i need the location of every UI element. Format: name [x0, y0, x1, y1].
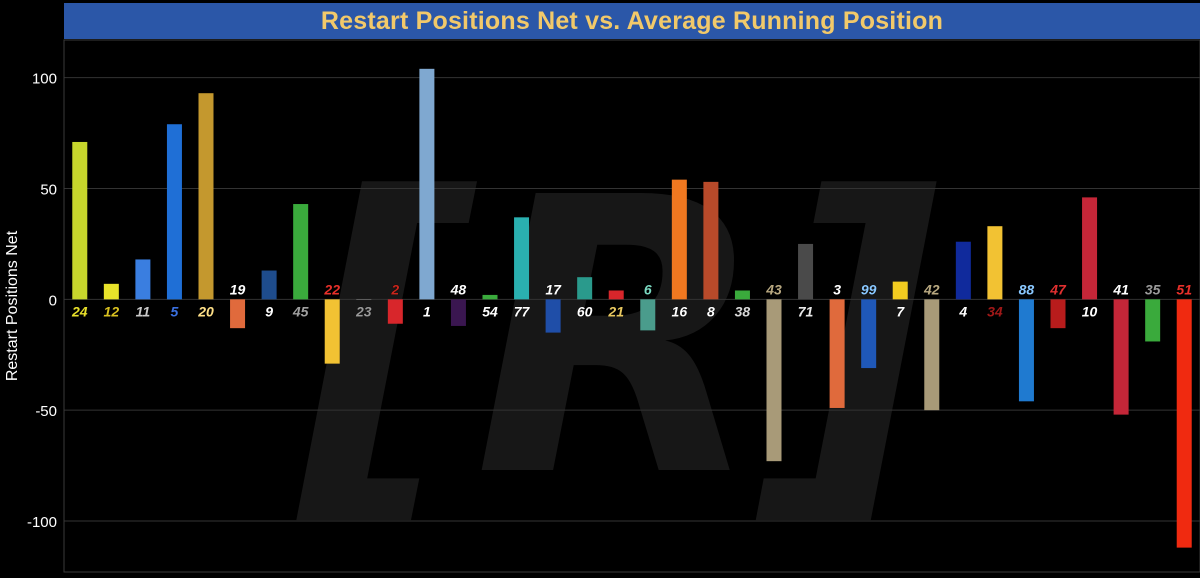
bar [103, 283, 119, 300]
car-number-label: 16 [672, 303, 688, 319]
y-tick-label: 50 [40, 182, 57, 199]
bar [703, 181, 719, 300]
car-number-label: 60 [577, 303, 593, 319]
bar [324, 299, 340, 364]
bar [798, 243, 814, 300]
car-number-label: 4 [958, 303, 967, 319]
car-number-label: 22 [323, 281, 340, 297]
car-number-label: 17 [545, 281, 562, 297]
car-number-label: 10 [1082, 303, 1098, 319]
car-number-label: 7 [896, 303, 905, 319]
bars [72, 68, 1192, 548]
car-number-label: 20 [197, 303, 214, 319]
bar [987, 226, 1003, 300]
car-number-label: 2 [390, 281, 399, 297]
bar [1018, 299, 1034, 402]
car-number-label: 3 [833, 281, 841, 297]
y-tick-label: -50 [35, 403, 57, 420]
car-number-label: 88 [1019, 281, 1035, 297]
car-number-label: 19 [230, 281, 246, 297]
car-number-label: 77 [514, 303, 531, 319]
bar [1113, 299, 1129, 415]
car-number-label: 54 [482, 303, 498, 319]
y-tick-labels: 100 50 0 -50 -100 [27, 71, 57, 531]
car-number-label: 48 [450, 281, 467, 297]
bar [230, 299, 246, 329]
bar [166, 124, 182, 300]
bar [514, 217, 530, 300]
bar [419, 68, 435, 300]
car-number-label: 71 [798, 303, 814, 319]
bar [892, 281, 908, 300]
bar [955, 241, 971, 300]
car-number-label: 47 [1049, 281, 1067, 297]
bar [198, 93, 214, 300]
bar [261, 270, 277, 300]
chart-title: Restart Positions Net vs. Average Runnin… [320, 6, 944, 35]
bar [577, 277, 593, 300]
car-number-label: 11 [136, 303, 151, 319]
bar [734, 290, 750, 300]
car-number-label: 24 [71, 303, 88, 319]
bar [72, 141, 88, 300]
bar [1050, 299, 1066, 329]
bar [482, 294, 498, 300]
plot-frame [63, 39, 1200, 573]
car-number-label: 23 [355, 303, 372, 319]
car-number-label: 9 [265, 303, 273, 319]
chart-title-bar: Restart Positions Net vs. Average Runnin… [64, 3, 1200, 39]
car-number-label: 1 [423, 303, 431, 319]
car-number-label: 5 [171, 303, 179, 319]
bar [640, 299, 656, 331]
bar [387, 299, 403, 324]
car-number-label: 21 [607, 303, 624, 319]
car-number-label: 34 [987, 303, 1003, 319]
car-number-label: 12 [104, 303, 120, 319]
bar [545, 299, 561, 333]
y-tick-label: 0 [49, 292, 57, 309]
car-number-label: 41 [1112, 281, 1129, 297]
bar [1145, 299, 1161, 342]
bar [766, 299, 782, 462]
y-tick-label: 100 [32, 71, 57, 88]
bar [293, 204, 309, 300]
car-number-label: 42 [923, 281, 940, 297]
bar [1176, 299, 1192, 548]
car-number-label: 99 [861, 281, 877, 297]
car-number-label: 6 [644, 281, 652, 297]
bar [829, 299, 845, 408]
y-axis-label: Restart Positions Net [4, 230, 21, 381]
grid-lines [64, 77, 1200, 522]
car-number-label: 43 [765, 281, 782, 297]
y-tick-label: -100 [27, 514, 57, 531]
bar [135, 259, 151, 300]
car-number-label: 35 [1145, 281, 1161, 297]
bar [608, 290, 624, 300]
car-number-label: 38 [735, 303, 751, 319]
bar [671, 179, 687, 300]
bar [924, 299, 940, 411]
car-number-label: 45 [292, 303, 309, 319]
bar [861, 299, 877, 369]
car-number-label: 8 [707, 303, 715, 319]
bar [356, 299, 372, 300]
bar [1082, 197, 1098, 300]
car-number-label: 51 [1176, 281, 1192, 297]
bar [450, 299, 466, 326]
